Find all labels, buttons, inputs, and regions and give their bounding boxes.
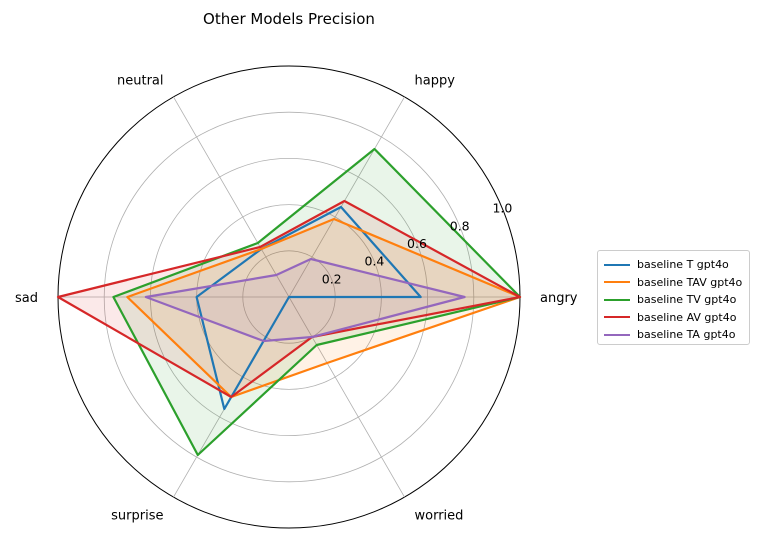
radial-tick-label: 0.2 (322, 271, 342, 286)
legend-item: baseline T gpt4o (604, 256, 743, 274)
legend-item: baseline TA gpt4o (604, 326, 743, 344)
series-line (112, 147, 522, 457)
legend-swatch (604, 316, 630, 319)
series-fill (145, 259, 465, 341)
legend-item: baseline AV gpt4o (604, 309, 743, 327)
legend-swatch (604, 263, 630, 266)
series-fill (113, 149, 521, 455)
category-label: worried (415, 508, 464, 523)
series-fill (127, 219, 521, 397)
legend-label: baseline AV gpt4o (637, 310, 737, 324)
chart-title: Other Models Precision (203, 10, 375, 28)
category-label: sad (15, 291, 38, 306)
spoke-line (288, 96, 405, 298)
category-label: surprise (111, 508, 163, 523)
legend-swatch (604, 281, 630, 284)
series-line (144, 257, 466, 343)
radial-tick-label: 0.8 (450, 218, 470, 233)
category-label: neutral (117, 74, 164, 89)
legend-label: baseline T gpt4o (637, 258, 729, 272)
spoke-line (288, 296, 405, 498)
category-label: happy (415, 74, 456, 89)
category-labels: angry happy neutral sad surprise worried (15, 74, 578, 524)
legend-swatch (604, 333, 630, 336)
legend-label: baseline TV gpt4o (637, 293, 737, 307)
series-line (195, 205, 422, 411)
radial-tick-label: 0.6 (407, 236, 427, 251)
series-line (126, 217, 522, 399)
spoke-line (173, 96, 290, 298)
legend: baseline T gpt4o baseline TAV gpt4o baseli… (597, 250, 750, 345)
series-layer (56, 147, 522, 457)
category-label: angry (540, 291, 578, 306)
legend-swatch (604, 298, 630, 301)
legend-item: baseline TV gpt4o (604, 291, 743, 309)
radial-tick-label: 1.0 (492, 201, 512, 216)
radial-tick-label: 0.4 (364, 254, 384, 269)
legend-label: baseline TAV gpt4o (637, 275, 743, 289)
legend-item: baseline TAV gpt4o (604, 274, 743, 292)
radial-tick-labels: 0.2 0.4 0.6 0.8 1.0 (322, 201, 513, 287)
legend-label: baseline TA gpt4o (637, 328, 736, 342)
